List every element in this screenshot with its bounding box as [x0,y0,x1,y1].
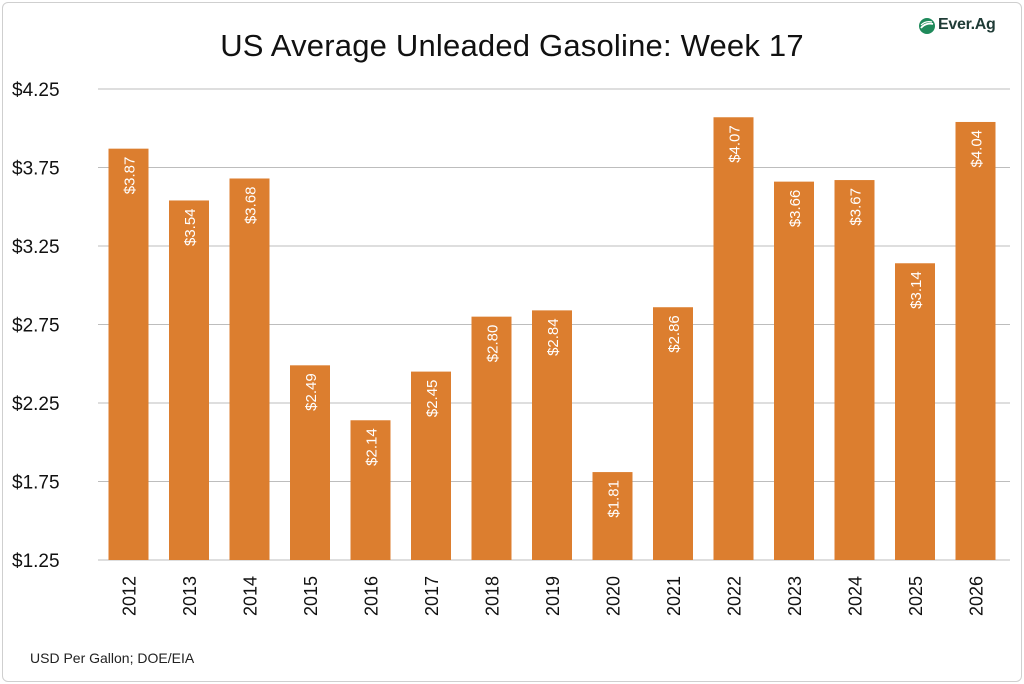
x-tick-label: 2020 [604,576,624,616]
x-tick-label: 2013 [180,576,200,616]
y-tick-label: $1.25 [12,551,60,572]
data-label: $2.49 [303,373,320,411]
bar [411,371,451,560]
y-tick-label: $2.75 [12,316,60,337]
bar [108,148,149,560]
data-label: $2.45 [424,380,441,418]
x-tick-label: 2026 [967,576,987,616]
bar [290,365,330,560]
x-tick-label: 2014 [241,576,261,616]
bar [471,316,512,560]
bar [229,178,270,561]
data-label: $2.80 [485,325,502,363]
data-label: $3.87 [122,157,139,195]
logo-text: Ever.Ag [938,16,996,33]
x-tick-label: 2018 [483,576,503,616]
bar [350,420,391,560]
y-tick-label: $3.75 [12,159,60,180]
bar [834,180,875,560]
brand-logo: Ever.Ag [918,14,1014,40]
bar [653,307,693,560]
data-label: $3.66 [787,190,804,228]
x-tick-label: 2015 [301,576,321,616]
bar [774,181,814,560]
ever-ag-leaf-icon [919,18,935,34]
bar [169,200,209,560]
bar [532,310,572,560]
data-label: $3.54 [182,208,199,246]
data-label: $1.81 [606,480,623,518]
chart-title: US Average Unleaded Gasoline: Week 17 [220,28,804,63]
x-tick-label: 2012 [120,576,140,616]
data-label: $4.04 [969,130,986,168]
y-tick-label: $1.75 [12,473,60,494]
x-tick-label: 2024 [846,576,866,616]
x-tick-label: 2022 [725,576,745,616]
y-tick-label: $2.25 [12,394,60,415]
bar [895,263,935,560]
data-label: $3.67 [848,188,865,226]
x-tick-label: 2021 [664,576,684,616]
bar [955,121,996,560]
data-label: $4.07 [727,125,744,163]
y-tick-label: $4.25 [12,80,60,101]
bar [713,117,754,560]
data-label: $2.86 [666,315,683,353]
x-tick-label: 2019 [543,576,563,616]
source-note: USD Per Gallon; DOE/EIA [30,650,195,666]
x-tick-label: 2017 [422,576,442,616]
data-label: $3.14 [908,271,925,309]
y-tick-label: $3.25 [12,237,60,258]
x-tick-label: 2023 [785,576,805,616]
data-label: $2.84 [545,318,562,356]
x-tick-label: 2016 [362,576,382,616]
bar [592,472,633,560]
x-tick-label: 2025 [906,576,926,616]
data-label: $2.14 [364,428,381,466]
data-label: $3.68 [243,186,260,224]
